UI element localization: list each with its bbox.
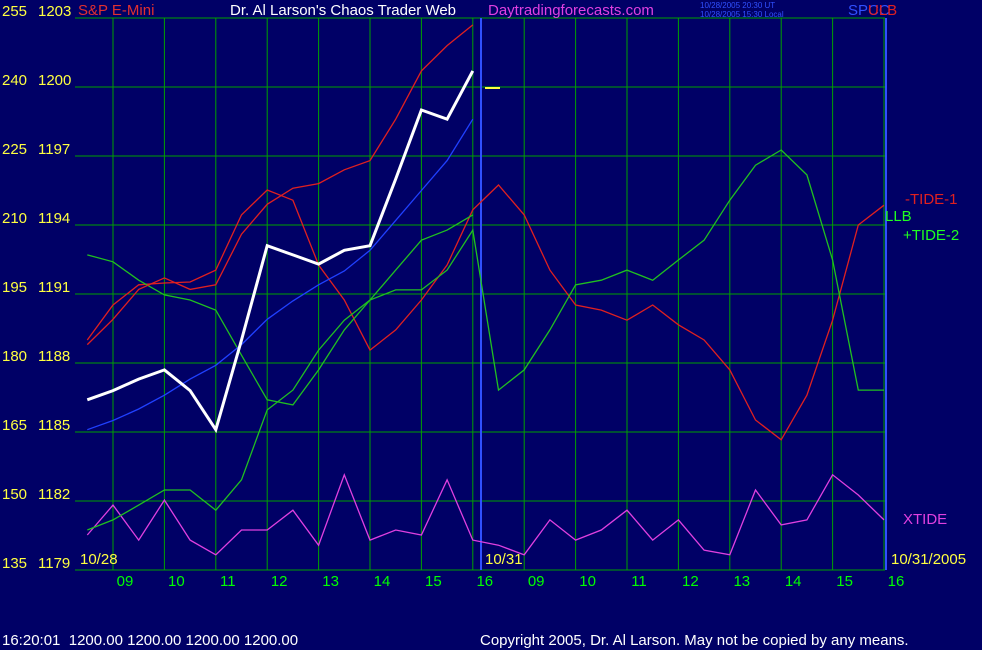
date-label: 10/31 (485, 551, 523, 568)
y-tick-label: 225 (2, 141, 27, 158)
x-tick-label: 09 (528, 573, 545, 590)
y2-tick-label: 1203 (38, 3, 71, 20)
series-line (87, 214, 474, 531)
series-label: +TIDE-2 (903, 227, 959, 244)
series-line (87, 149, 884, 406)
series-label: -TIDE-1 (905, 191, 958, 208)
x-tick-label: 12 (271, 573, 288, 590)
y2-tick-label: 1194 (38, 210, 70, 227)
x-tick-label: 10 (168, 573, 185, 590)
y2-tick-label: 1182 (38, 486, 70, 503)
timestamp: 10/28/2005 20:30 UT (700, 1, 775, 10)
y2-tick-label: 1191 (38, 279, 70, 296)
y-tick-label: 240 (2, 72, 27, 89)
x-tick-label: 13 (322, 573, 339, 590)
status-line: 16:20:01 1200.00 1200.00 1200.00 1200.00 (2, 632, 298, 649)
x-tick-label: 11 (631, 573, 647, 590)
timestamp: 10/28/2005 15:30 Local (700, 10, 784, 19)
x-tick-label: 15 (425, 573, 442, 590)
x-tick-label: 14 (785, 573, 802, 590)
series-line (86, 70, 475, 434)
y2-tick-label: 1200 (38, 72, 71, 89)
series-line (86, 24, 474, 346)
y-tick-label: 210 (2, 210, 27, 227)
site-url: Daytradingforecasts.com (488, 2, 654, 19)
site-name: Dr. Al Larson's Chaos Trader Web (230, 2, 456, 19)
x-tick-label: 12 (682, 573, 699, 590)
x-tick-label: 11 (220, 573, 236, 590)
y2-tick-label: 1188 (38, 348, 70, 365)
date-label: 10/31/2005 (891, 551, 966, 568)
y-tick-label: 195 (2, 279, 27, 296)
y-tick-label: 180 (2, 348, 27, 365)
y2-tick-label: 1179 (38, 555, 70, 572)
y2-tick-label: 1197 (38, 141, 70, 158)
date-label: 10/28 (80, 551, 118, 568)
x-tick-label: 16 (888, 573, 905, 590)
y-tick-label: 150 (2, 486, 27, 503)
series-line (86, 472, 885, 556)
chart-title: S&P E-Mini (78, 2, 154, 19)
x-tick-label: 15 (836, 573, 853, 590)
symbol: SPCC (848, 2, 890, 19)
y2-tick-label: 1185 (38, 417, 70, 434)
x-tick-label: 14 (374, 573, 391, 590)
x-tick-label: 09 (117, 573, 134, 590)
series-label: ULB (868, 2, 897, 19)
copyright: Copyright 2005, Dr. Al Larson. May not b… (480, 632, 909, 649)
series-label: LLB (885, 208, 912, 225)
x-tick-label: 16 (476, 573, 493, 590)
series-label: XTIDE (903, 511, 947, 528)
series-line (86, 184, 885, 441)
y-tick-label: 165 (2, 417, 27, 434)
y-tick-label: 255 (2, 3, 27, 20)
x-tick-label: 13 (733, 573, 750, 590)
series-line (87, 118, 474, 431)
x-tick-label: 10 (579, 573, 596, 590)
y-tick-label: 135 (2, 555, 27, 572)
